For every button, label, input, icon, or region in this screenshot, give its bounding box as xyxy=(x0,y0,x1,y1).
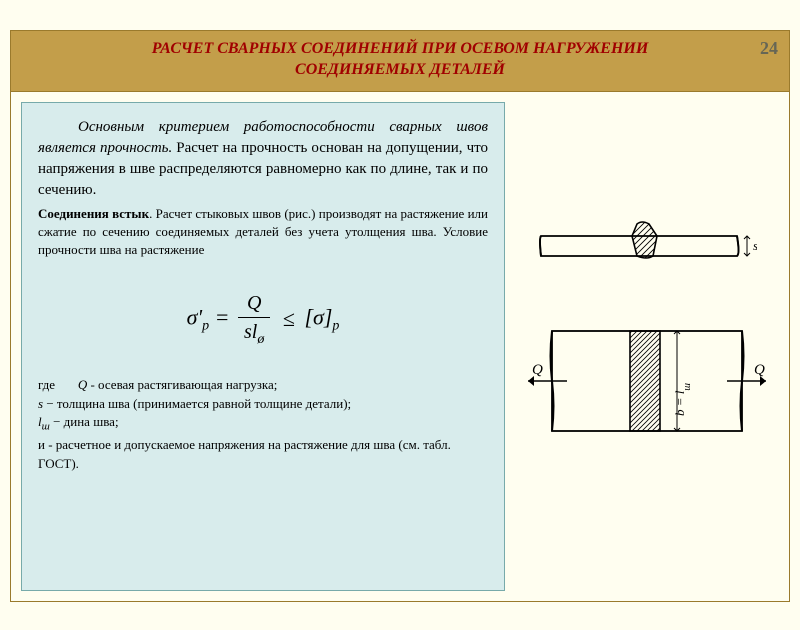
def-Q: где Q - осевая растягивающая нагрузка; xyxy=(38,376,488,395)
def-l-sub: ш xyxy=(42,421,50,433)
header-line2: СОЕДИНЯЕМЫХ ДЕТАЛЕЙ xyxy=(295,61,505,78)
fraction: Q slø xyxy=(238,289,270,350)
label-s: s xyxy=(753,238,757,253)
sigma-prime: σ' xyxy=(187,305,203,330)
header-line1: РАСЧЕТ СВАРНЫХ СОЕДИНЕНИЙ ПРИ ОСЕВОМ НАГ… xyxy=(152,40,649,57)
def-stress: и - расчетное и допускаемое напряжения н… xyxy=(38,436,488,474)
content-frame: Основным критерием работоспособности сва… xyxy=(10,92,790,602)
def-l: lш − дина шва; xyxy=(38,413,488,435)
def-Q-sym: Q xyxy=(78,377,87,392)
definitions: где Q - осевая растягивающая нагрузка; s… xyxy=(38,376,488,474)
def-Q-text: - осевая растягивающая нагрузка; xyxy=(87,377,277,392)
sigma-allow: [σ] xyxy=(304,305,332,330)
def-where: где xyxy=(38,377,55,392)
sigma-allow-sub: p xyxy=(332,319,339,334)
den-l-sub: ø xyxy=(257,332,264,347)
def-s-text: − толщина шва (принимается равной толщин… xyxy=(43,396,351,411)
sigma-sub: p xyxy=(202,319,209,334)
figure-top-weld-section: s xyxy=(537,216,757,276)
numerator: Q xyxy=(238,289,270,318)
def-s: s − толщина шва (принимается равной толщ… xyxy=(38,395,488,414)
paragraph-butt-joint: Соединения встык. Расчет стыковых швов (… xyxy=(38,205,488,260)
def-stress-text: и - расчетное и допускаемое напряжения н… xyxy=(38,437,451,471)
denominator: slø xyxy=(238,318,270,350)
para2-bold: Соединения встык xyxy=(38,206,149,221)
def-l-text: − дина шва; xyxy=(50,414,119,429)
page-number: 24 xyxy=(760,38,778,59)
equals: = xyxy=(215,305,235,330)
label-b: b = l xyxy=(672,390,687,416)
label-Q-left: Q xyxy=(532,362,543,378)
slide-header: РАСЧЕТ СВАРНЫХ СОЕДИНЕНИЙ ПРИ ОСЕВОМ НАГ… xyxy=(10,30,790,92)
le-sign: ≤ xyxy=(283,306,301,331)
den-s: s xyxy=(244,321,252,343)
strength-formula: σ'p = Q slø ≤ [σ]p xyxy=(38,259,488,376)
paragraph-intro: Основным критерием работоспособности сва… xyxy=(38,117,488,201)
figure-pane: s Q Q b = lш xyxy=(515,102,779,591)
text-pane: Основным критерием работоспособности сва… xyxy=(21,102,505,591)
label-Q-right: Q xyxy=(754,362,765,378)
label-b-sub: ш xyxy=(682,383,693,391)
figure-bottom-butt-joint: Q Q b = lш xyxy=(522,306,772,476)
